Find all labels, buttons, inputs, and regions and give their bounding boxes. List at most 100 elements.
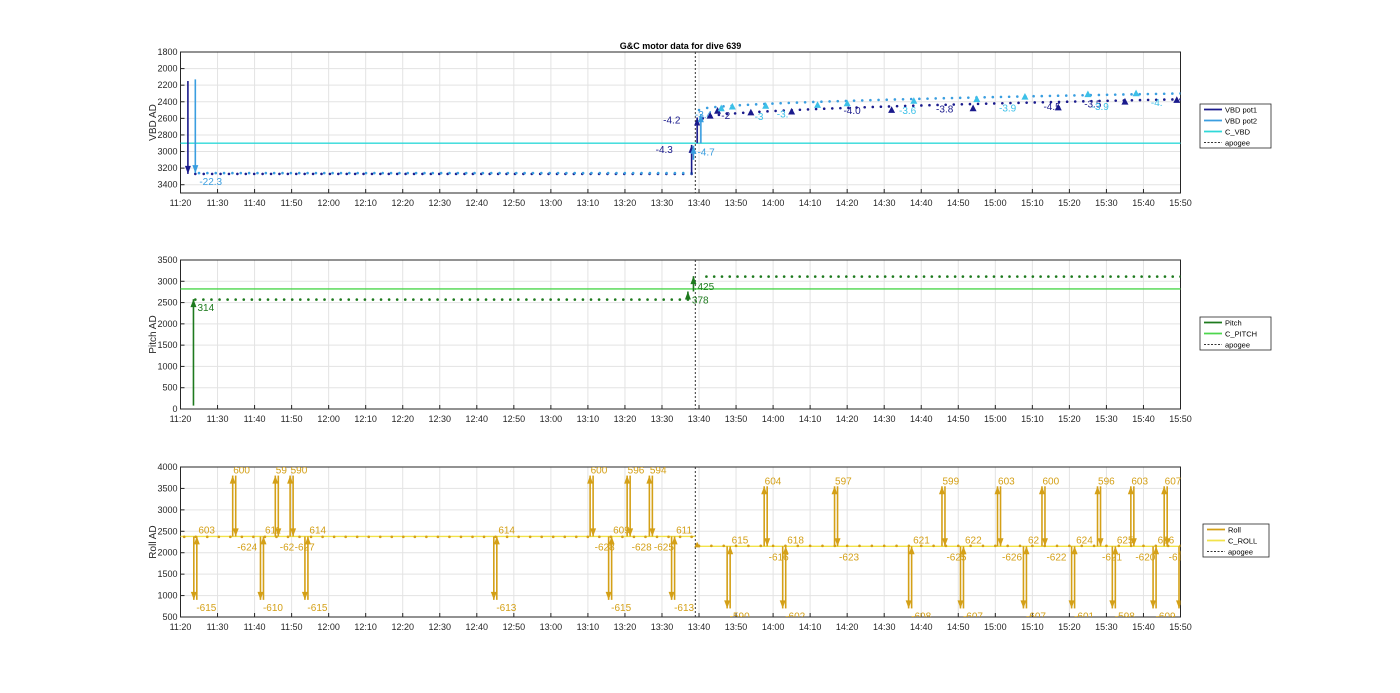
y-tick-label: 2000 (157, 548, 177, 558)
data-layer: 314 378 425 (180, 275, 1181, 406)
data-point (514, 171, 518, 175)
x-tick-label: 15:10 (1021, 198, 1044, 208)
data-point (714, 105, 717, 109)
roll-pulse-arrow-head (260, 536, 267, 545)
data-point (1098, 99, 1101, 103)
data-point (1057, 100, 1061, 104)
data-point (839, 106, 842, 110)
y-axis-label: Roll AD (148, 525, 159, 558)
roll-pulse-label: -613 (496, 603, 516, 614)
data-point (1056, 94, 1060, 98)
x-tick-label: 15:20 (1058, 198, 1081, 208)
data-point (782, 275, 786, 278)
vbd-move-label: -4.3 (656, 145, 674, 156)
roll-pulse-arrow-head (905, 600, 912, 609)
roll-pulse-label: 607 (1165, 476, 1182, 487)
roll-pulse-arrow-head (941, 538, 948, 547)
legend-label: apogee (1225, 341, 1250, 350)
data-point (389, 171, 393, 175)
data-point (214, 171, 218, 175)
data-point (984, 275, 988, 278)
data-point (252, 172, 256, 176)
data-point (968, 102, 972, 106)
data-point (328, 172, 332, 176)
roll-pulse-label: 615 (732, 535, 749, 546)
triangle-marker (1054, 103, 1062, 111)
data-point (323, 298, 326, 301)
triangle-marker (973, 95, 981, 103)
x-tick-label: 12:40 (466, 414, 489, 424)
vbd-value-label: -3 (755, 112, 764, 123)
data-point (1031, 275, 1035, 278)
roll-pulse-label: -601 (1074, 611, 1094, 622)
data-point (402, 535, 405, 539)
x-tick-label: 13:20 (614, 198, 637, 208)
legend-label: C_PITCH (1225, 330, 1257, 339)
data-point (290, 298, 294, 301)
data-point (640, 171, 643, 175)
x-tick-label: 13:50 (725, 414, 748, 424)
data-point (930, 275, 934, 278)
data-point (356, 171, 359, 175)
data-point (1138, 98, 1142, 102)
data-point (331, 298, 334, 301)
data-point (950, 96, 954, 100)
data-point (1140, 275, 1143, 278)
data-point (429, 172, 433, 176)
data-point (1113, 93, 1117, 96)
data-point (759, 544, 763, 548)
data-point (378, 535, 382, 539)
data-point (484, 298, 488, 301)
data-point (984, 102, 988, 105)
roll-panel: 11:20 11:30 11:40 11:50 12:00 12:10 12:20 12:30… (148, 462, 1270, 632)
vbd-move-arrow-head (697, 114, 704, 123)
triangle-marker (788, 107, 796, 115)
data-point (1142, 544, 1145, 548)
data-point (423, 171, 426, 175)
vbd-value-label: -4.0 (843, 106, 861, 117)
data-point (247, 171, 251, 175)
triangle-marker (969, 104, 977, 112)
data-point (1171, 98, 1174, 101)
data-point (464, 171, 468, 175)
x-tick-label: 13:10 (577, 414, 600, 424)
data-point (540, 535, 543, 539)
data-point (920, 104, 923, 107)
roll-pulse-label: 614 (309, 525, 326, 536)
data-point (946, 275, 949, 278)
data-point (252, 535, 255, 539)
data-point (1114, 99, 1118, 102)
x-tick-label: 11:30 (207, 622, 229, 632)
roll-pulse-arrow-head (727, 546, 734, 555)
data-point (492, 298, 496, 301)
vbd-value-label: -3.5 (1084, 99, 1102, 110)
data-point (662, 298, 665, 301)
data-point (227, 172, 231, 176)
data-point (1062, 275, 1066, 278)
x-tick-label: 12:10 (354, 414, 377, 424)
data-point (1171, 92, 1174, 95)
y-axis-label: Pitch AD (148, 315, 159, 353)
roll-pulse-label: -628 (595, 542, 615, 553)
data-point (969, 275, 972, 278)
data-point (1081, 93, 1084, 97)
data-point (286, 535, 290, 539)
data-point (363, 298, 367, 301)
data-point (444, 298, 447, 301)
data-point (505, 535, 509, 539)
y-tick-label: 2200 (157, 80, 177, 90)
y-tick-label: 2400 (157, 97, 177, 107)
data-point (573, 298, 577, 301)
x-tick-label: 13:00 (540, 414, 563, 424)
vbd-move-arrow-head (694, 117, 701, 126)
data-point (1054, 275, 1058, 278)
x-tick-label: 14:30 (873, 414, 896, 424)
data-point (278, 172, 281, 176)
x-tick-label: 12:00 (317, 198, 340, 208)
roll-pulse-label: -615 (307, 603, 327, 614)
x-tick-label: 13:10 (577, 622, 600, 632)
roll-pulse-label: -610 (263, 603, 283, 614)
data-point (999, 95, 1003, 99)
roll-pulse-label: 621 (913, 535, 930, 546)
